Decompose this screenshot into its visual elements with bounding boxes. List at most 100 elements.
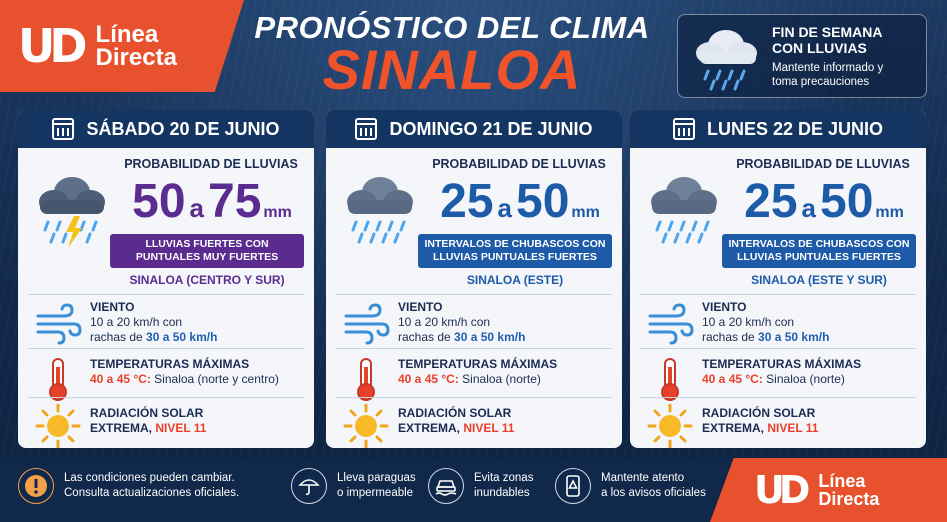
footer-tip-umbrella: Lleva paraguas o impermeable [291,468,416,504]
divider [640,348,916,349]
rain-amount: 50 a75 mm [112,174,312,241]
warning-line2: Consulta actualizaciones oficiales. [64,487,240,499]
solar-row: RADIACIÓN SOLAR EXTREMA, NIVEL 11 [18,400,314,448]
wind-title: VIENTO [702,300,747,314]
divider [28,348,304,349]
card-date: SÁBADO 20 DE JUNIO [86,118,280,139]
footer-logo-mark: UD [754,468,810,512]
rain-description: INTERVALOS DE CHUBASCOS CON LLUVIAS PUNTU… [722,234,916,268]
thunderstorm-icon [28,170,112,254]
wind-gusts: 30 a 50 km/h [454,330,526,344]
weekend-text-1: Mantente informado y [772,61,884,74]
divider [336,348,612,349]
rain-probability-label: PROBABILIDAD DE LLUVIAS [432,157,606,171]
rain-amount: 25 a50 mm [724,174,924,241]
tip3-line1: Mantente atento [601,472,685,484]
amount-unit: mm [875,204,904,221]
logo-line1: Línea [95,21,159,48]
solar-row: RADIACIÓN SOLAR EXTREMA, NIVEL 11 [326,400,622,448]
page-subtitle: SINALOA [322,38,582,101]
phone-alert-icon [555,468,591,504]
solar-level: NIVEL 11 [767,421,819,435]
temp-range: 40 a 45 °C: [398,372,459,386]
flooded-car-icon [428,468,464,504]
amount-unit: mm [263,204,292,221]
logo-wordmark: Línea Directa [95,21,177,70]
wind-row: VIENTO 10 a 20 km/h con rachas de 30 a 5… [18,298,314,348]
solar-title: RADIACIÓN SOLAR [702,406,816,420]
tip3-line2: a los avisos oficiales [601,487,706,499]
wind-prefix: rachas de [702,330,759,344]
amount-sep: a [497,193,512,223]
footer-logo-line2: Directa [818,489,880,509]
thermometer-icon [646,357,694,401]
amount-unit: mm [571,204,600,221]
amount-sep: a [189,193,204,223]
footer-logo-line1: Línea [818,471,866,491]
rain-cloud-icon [336,170,420,254]
temperature-row: TEMPERATURAS MÁXIMAS 40 a 45 °C: Sinaloa… [18,353,314,403]
desc-line2: LLUVIAS PUNTUALES FUERTES [433,251,597,263]
divider [28,397,304,398]
wind-row: VIENTO 10 a 20 km/h con rachas de 30 a 5… [326,298,622,348]
rain-cloud-icon [640,170,724,254]
amount-from: 25 [440,175,494,228]
solar-prefix: EXTREMA, [702,421,768,435]
temp-range: 40 a 45 °C: [90,372,151,386]
calendar-icon [355,118,378,140]
calendar-icon [52,118,75,140]
sun-icon [342,403,390,448]
tip1-line2: o impermeable [337,487,414,499]
footer-logo-wordmark: Línea Directa [818,472,879,508]
rain-probability-label: PROBABILIDAD DE LLUVIAS [124,157,298,171]
weekend-title-2: CON LLUVIAS [772,39,867,56]
umbrella-icon [291,468,327,504]
desc-line2: LLUVIAS PUNTUALES FUERTES [737,251,901,263]
temp-area: Sinaloa (norte y centro) [150,372,279,386]
amount-sep: a [801,193,816,223]
solar-level: NIVEL 11 [463,421,515,435]
wind-title: VIENTO [90,300,135,314]
weekend-text-2: toma precauciones [772,75,870,88]
footer-warning: Las condiciones pueden cambiar. Consulta… [18,468,239,504]
temp-area: Sinaloa (norte) [762,372,845,386]
divider [640,294,916,295]
region-label: SINALOA (ESTE Y SUR) [751,273,887,287]
solar-row: RADIACIÓN SOLAR EXTREMA, NIVEL 11 [630,400,926,448]
calendar-icon [672,118,695,140]
wind-row: VIENTO 10 a 20 km/h con rachas de 30 a 5… [630,298,926,348]
card-header: SÁBADO 20 DE JUNIO [18,110,314,148]
brand-logo[interactable]: UD Línea Directa [0,0,244,92]
warning-line1: Las condiciones pueden cambiar. [64,472,235,484]
logo-mark: UD [18,19,88,73]
rain-description: LLUVIAS FUERTES CON PUNTUALES MUY FUERTES [110,234,304,268]
wind-prefix: rachas de [398,330,455,344]
rain-cloud-icon [686,21,766,91]
solar-level: NIVEL 11 [155,421,207,435]
divider [336,294,612,295]
wind-icon [342,302,390,346]
region-label: SINALOA (CENTRO Y SUR) [129,273,285,287]
amount-to: 50 [820,175,874,228]
amount-to: 50 [516,175,570,228]
desc-line1: LLUVIAS FUERTES CON [145,238,269,250]
wind-gusts: 30 a 50 km/h [146,330,218,344]
temp-title: TEMPERATURAS MÁXIMAS [702,357,862,371]
rain-amount: 25 a50 mm [420,174,620,241]
temperature-row: TEMPERATURAS MÁXIMAS 40 a 45 °C: Sinaloa… [326,353,622,403]
wind-line1: 10 a 20 km/h con [398,315,491,329]
temp-title: TEMPERATURAS MÁXIMAS [90,357,250,371]
thermometer-icon [342,357,390,401]
temp-area: Sinaloa (norte) [458,372,541,386]
footer-tip-alerts: Mantente atento a los avisos oficiales [555,468,706,504]
rain-probability-label: PROBABILIDAD DE LLUVIAS [736,157,910,171]
solar-prefix: EXTREMA, [398,421,464,435]
desc-line2: PUNTUALES MUY FUERTES [135,251,279,263]
footer-brand-logo[interactable]: UD Línea Directa [710,458,947,522]
solar-prefix: EXTREMA, [90,421,156,435]
forecast-card: DOMINGO 21 DE JUNIO PROBABILIDAD DE LLUV… [326,110,622,448]
amount-from: 50 [132,175,186,228]
wind-icon [34,302,82,346]
wind-line1: 10 a 20 km/h con [90,315,183,329]
wind-title: VIENTO [398,300,443,314]
